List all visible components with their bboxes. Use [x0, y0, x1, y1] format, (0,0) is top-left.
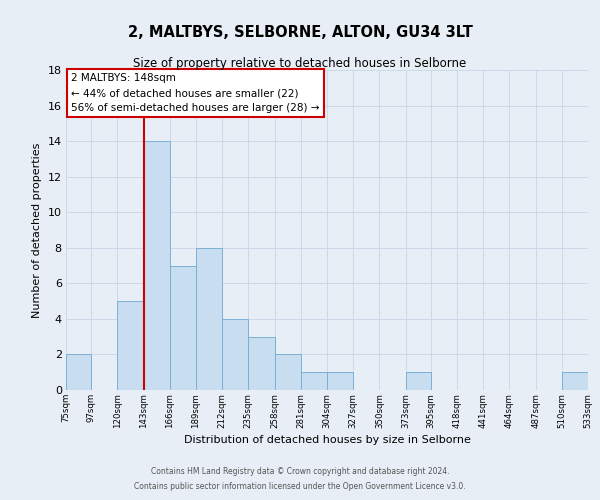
X-axis label: Distribution of detached houses by size in Selborne: Distribution of detached houses by size … — [184, 434, 470, 444]
Bar — [170, 266, 196, 390]
Bar — [275, 354, 301, 390]
Text: 2, MALTBYS, SELBORNE, ALTON, GU34 3LT: 2, MALTBYS, SELBORNE, ALTON, GU34 3LT — [128, 25, 472, 40]
Y-axis label: Number of detached properties: Number of detached properties — [32, 142, 42, 318]
Text: Contains HM Land Registry data © Crown copyright and database right 2024.: Contains HM Land Registry data © Crown c… — [151, 467, 449, 476]
Bar — [327, 372, 353, 390]
Text: Contains public sector information licensed under the Open Government Licence v3: Contains public sector information licen… — [134, 482, 466, 491]
Bar — [222, 319, 248, 390]
Text: Size of property relative to detached houses in Selborne: Size of property relative to detached ho… — [133, 58, 467, 70]
Bar — [66, 354, 91, 390]
Bar — [406, 372, 431, 390]
Bar — [248, 336, 275, 390]
Bar — [196, 248, 222, 390]
Bar — [143, 141, 170, 390]
Text: 2 MALTBYS: 148sqm
← 44% of detached houses are smaller (22)
56% of semi-detached: 2 MALTBYS: 148sqm ← 44% of detached hous… — [71, 73, 320, 113]
Bar — [562, 372, 588, 390]
Bar — [117, 301, 143, 390]
Bar — [301, 372, 327, 390]
